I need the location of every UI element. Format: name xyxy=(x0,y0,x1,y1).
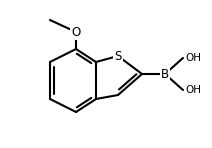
Text: S: S xyxy=(114,49,122,62)
Text: B: B xyxy=(161,67,169,81)
Text: OH: OH xyxy=(185,85,201,95)
Text: O: O xyxy=(71,25,81,38)
Text: OH: OH xyxy=(185,53,201,63)
